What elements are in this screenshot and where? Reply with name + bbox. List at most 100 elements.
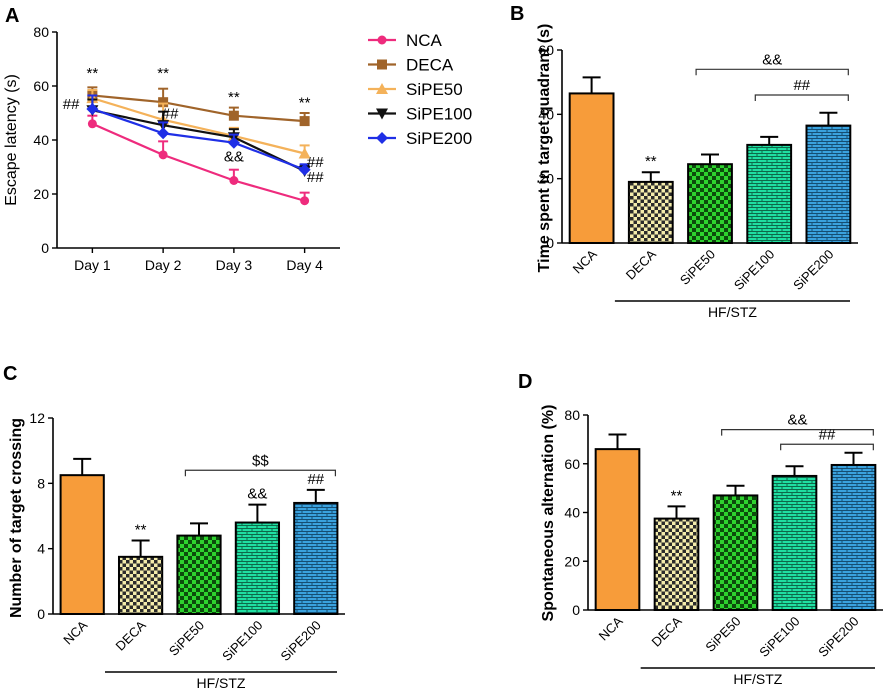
significance-label: ## xyxy=(307,169,324,186)
significance-bracket: $$ xyxy=(184,452,337,477)
bracket-line xyxy=(754,94,849,102)
bar-deca: ** xyxy=(627,153,674,244)
y-axis-title: Escape latency (s) xyxy=(3,74,20,206)
y-tick-label: 20 xyxy=(538,171,554,187)
bar-sipe50 xyxy=(712,484,759,611)
legend-label: DECA xyxy=(406,56,454,75)
significance-label: ## xyxy=(162,105,179,122)
x-tick-label: SiPE100 xyxy=(756,614,802,660)
bar xyxy=(805,124,852,244)
bracket-label: $$ xyxy=(252,452,269,469)
y-axis-title: Spontaneous alternation (%) xyxy=(540,405,557,622)
significance-label: ** xyxy=(87,65,99,82)
legend-item-deca: DECA xyxy=(368,56,454,75)
series-sipe200 xyxy=(86,94,311,176)
x-tick-label: SiPE100 xyxy=(219,618,265,664)
data-point xyxy=(298,147,311,159)
legend-label: SiPE50 xyxy=(406,80,463,99)
bar xyxy=(568,92,615,244)
bracket-label: && xyxy=(787,412,807,429)
y-tick-label: 80 xyxy=(564,407,580,423)
legend-item-sipe100: SiPE100 xyxy=(368,105,472,124)
group-label: HF/STZ xyxy=(708,304,757,320)
legend-marker xyxy=(376,83,388,94)
bar-deca: ** xyxy=(117,522,164,615)
y-tick-label: 4 xyxy=(37,541,45,557)
data-point xyxy=(157,127,170,140)
y-tick-label: 12 xyxy=(29,410,45,426)
data-point xyxy=(229,176,239,185)
bar xyxy=(234,521,281,615)
y-tick-label: 8 xyxy=(37,475,45,491)
y-tick-label: 0 xyxy=(546,235,554,251)
significance-label: ** xyxy=(645,153,657,170)
significance-label: ## xyxy=(307,154,324,171)
legend-item-nca: NCA xyxy=(368,31,443,50)
x-tick-label: SiPE50 xyxy=(677,247,718,288)
y-tick-label: 60 xyxy=(33,78,49,94)
x-tick-label: Day 3 xyxy=(216,257,253,273)
bar xyxy=(59,474,105,615)
y-tick-label: 40 xyxy=(538,106,554,122)
y-tick-label: 60 xyxy=(538,42,554,58)
legend-label: NCA xyxy=(406,31,443,50)
y-axis-title: Number of target crossing xyxy=(8,418,25,618)
bracket-line xyxy=(780,443,874,451)
bar-nca xyxy=(594,433,641,611)
bar xyxy=(712,494,759,611)
series-deca xyxy=(87,86,310,127)
x-tick-label: NCA xyxy=(570,246,600,276)
legend-marker xyxy=(377,59,387,70)
bar-sipe100 xyxy=(771,465,818,611)
y-tick-label: 0 xyxy=(572,602,580,618)
bar-sipe200 xyxy=(805,111,852,244)
significance-bracket: && xyxy=(721,412,874,436)
y-axis-title: Time spent in target quadrant (s) xyxy=(536,24,553,273)
x-tick-label: DECA xyxy=(623,246,659,282)
significance-bracket: && xyxy=(695,51,849,76)
panel-a-line-chart: A 0 20 40 60 80 Escape latency (s) Day 1 Day 2 Da… xyxy=(3,5,472,273)
legend-label: SiPE200 xyxy=(406,129,472,148)
bar xyxy=(653,517,700,611)
group-label: HF/STZ xyxy=(196,675,245,691)
panel-d-bar-chart: D 0 20 40 60 80 Spontaneous alternation (%) NCA… xyxy=(518,371,883,687)
bar-deca: ** xyxy=(653,487,700,611)
legend-label: SiPE100 xyxy=(406,105,472,124)
significance-label: && xyxy=(247,486,267,503)
y-tick-label: 40 xyxy=(33,132,49,148)
data-point xyxy=(228,110,239,121)
bracket-line xyxy=(721,429,874,436)
significance-label: ** xyxy=(671,487,683,504)
bar-sipe200 xyxy=(830,451,877,611)
bar xyxy=(627,180,674,244)
bar-sipe50 xyxy=(687,153,733,244)
y-tick-label: 40 xyxy=(564,505,580,521)
x-tick-label: SiPE200 xyxy=(815,614,861,660)
bar-sipe100 xyxy=(746,135,793,244)
bar xyxy=(687,163,733,244)
bar xyxy=(117,555,164,615)
data-point xyxy=(227,136,240,149)
legend-item-sipe200: SiPE200 xyxy=(368,129,472,148)
bracket-label: ## xyxy=(793,77,810,94)
bar xyxy=(771,474,818,611)
group-label: HF/STZ xyxy=(733,671,782,687)
x-tick-label: DECA xyxy=(648,613,684,649)
bar-nca xyxy=(59,457,105,615)
series-sipe50 xyxy=(86,89,311,159)
y-tick-label: 60 xyxy=(564,456,580,472)
data-point xyxy=(158,97,169,108)
bracket-line xyxy=(184,469,337,477)
series-nca xyxy=(87,114,310,206)
significance-label: && xyxy=(224,149,244,166)
x-tick-label: SiPE200 xyxy=(790,247,836,293)
bar xyxy=(594,448,641,611)
panel-letter: B xyxy=(510,3,524,25)
bracket-label: && xyxy=(762,51,782,68)
x-tick-label: Day 1 xyxy=(74,257,111,273)
y-tick-label: 80 xyxy=(33,24,49,40)
x-tick-label: SiPE200 xyxy=(278,618,324,664)
